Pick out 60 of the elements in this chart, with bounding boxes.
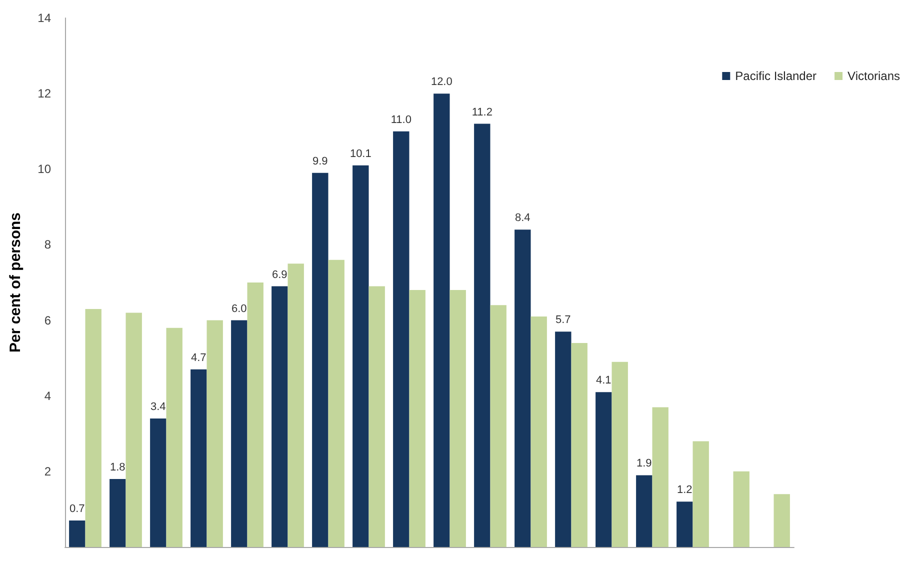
bar bbox=[596, 392, 612, 547]
data-label: 12.0 bbox=[430, 76, 452, 88]
bar bbox=[474, 124, 490, 547]
bar bbox=[555, 332, 572, 547]
y-tick-label: 10 bbox=[38, 162, 52, 176]
bar bbox=[231, 320, 248, 547]
legend-label: Victorians bbox=[848, 69, 900, 83]
bar bbox=[393, 131, 410, 547]
data-label: 1.9 bbox=[636, 458, 652, 470]
y-tick-label: 6 bbox=[44, 313, 52, 328]
bar bbox=[288, 264, 304, 547]
bar bbox=[352, 165, 369, 547]
data-label: 3.4 bbox=[150, 401, 166, 414]
data-label: 10.1 bbox=[350, 148, 372, 160]
bar bbox=[450, 290, 466, 547]
data-label: 1.8 bbox=[110, 461, 126, 474]
data-label: 8.4 bbox=[515, 212, 530, 224]
bar bbox=[368, 286, 385, 547]
bar bbox=[190, 369, 207, 547]
y-tick-label: 14 bbox=[38, 11, 52, 25]
data-label: 4.1 bbox=[596, 374, 612, 387]
data-label: 6.0 bbox=[232, 302, 247, 315]
bar bbox=[328, 260, 344, 547]
bar bbox=[126, 312, 142, 547]
y-tick-label: 4 bbox=[44, 388, 52, 403]
data-label: 5.7 bbox=[556, 314, 571, 326]
data-label: 11.2 bbox=[472, 106, 492, 118]
bar bbox=[110, 478, 126, 547]
bar bbox=[166, 328, 182, 547]
bar bbox=[490, 305, 506, 547]
bar bbox=[150, 418, 166, 547]
y-tick-label: 2 bbox=[44, 464, 52, 478]
bar bbox=[409, 290, 426, 547]
y-tick-label: 12 bbox=[38, 86, 52, 101]
bar bbox=[530, 316, 547, 547]
bar bbox=[652, 407, 668, 547]
bar bbox=[312, 172, 328, 547]
bar bbox=[69, 520, 86, 547]
y-axis-title: Per cent of persons bbox=[7, 212, 24, 353]
bar bbox=[514, 230, 531, 547]
bar bbox=[612, 362, 628, 547]
data-label: 6.9 bbox=[272, 268, 288, 281]
bar bbox=[247, 282, 264, 547]
data-label: 4.7 bbox=[191, 352, 206, 364]
bar bbox=[733, 471, 750, 547]
data-label: 0.7 bbox=[70, 503, 85, 516]
bar bbox=[272, 286, 288, 547]
bar bbox=[571, 342, 588, 547]
bar bbox=[85, 308, 102, 547]
bar bbox=[774, 494, 790, 547]
y-tick-label: 8 bbox=[44, 238, 52, 252]
bar bbox=[676, 502, 693, 547]
bar bbox=[206, 320, 223, 547]
bar bbox=[434, 94, 450, 547]
bar bbox=[636, 475, 652, 547]
data-label: 1.2 bbox=[677, 484, 692, 496]
data-label: 11.0 bbox=[390, 114, 412, 126]
legend-label: Pacific Islander bbox=[735, 69, 817, 83]
data-label: 9.9 bbox=[312, 155, 328, 168]
bar bbox=[692, 441, 709, 547]
